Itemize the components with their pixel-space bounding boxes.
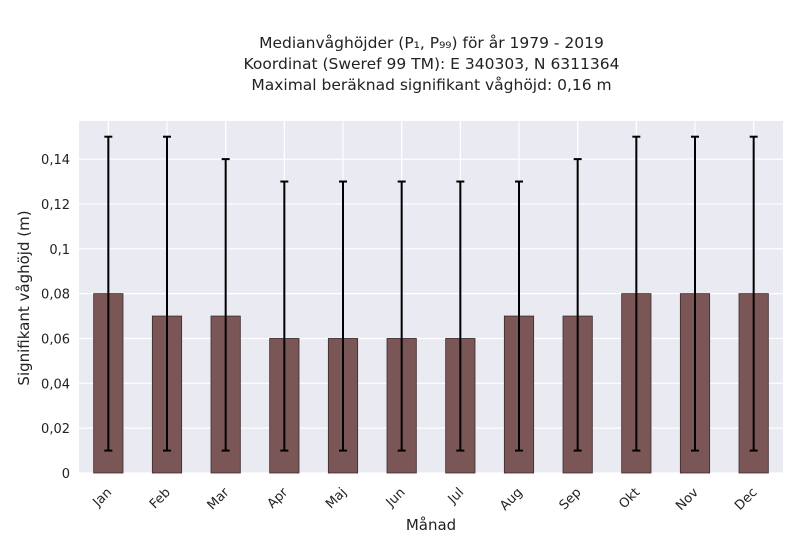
y-axis-ticks: 0 0,02 0,04 0,06 0,08 0,1 0,12 0,14 — [41, 153, 70, 482]
chart-title: Medianvåghöjder (P₁, P₉₉) för år 1979 - … — [80, 33, 783, 96]
x-tick-label: Aug — [497, 485, 526, 514]
x-tick-label: Jun — [383, 485, 409, 511]
x-tick-label: Feb — [147, 485, 174, 512]
y-tick-label: 0,14 — [41, 153, 70, 168]
y-tick-label: 0,02 — [41, 422, 70, 437]
y-tick-label: 0,12 — [41, 198, 70, 213]
y-tick-label: 0,06 — [41, 332, 70, 347]
error-bars — [104, 135, 758, 452]
x-tick-label: Sep — [557, 485, 585, 513]
plot-area — [79, 121, 783, 473]
x-tick-label: Apr — [265, 485, 292, 512]
y-axis-label: Signifikant våghöjd (m) — [15, 210, 33, 386]
x-axis-ticks: Jan Feb Mar Apr Maj Jun Jul Aug Sep Okt Nov Dec — [90, 485, 761, 514]
y-tick-label: 0,1 — [49, 243, 70, 258]
y-tick-label: 0,04 — [41, 377, 70, 392]
x-tick-label: Jul — [445, 485, 467, 507]
x-axis-label: Månad — [405, 516, 457, 534]
y-tick-label: 0 — [62, 467, 70, 482]
y-tick-label: 0,08 — [41, 288, 70, 303]
x-tick-label: Nov — [673, 485, 702, 514]
x-tick-label: Maj — [323, 485, 350, 512]
x-tick-label: Dec — [732, 485, 760, 513]
x-tick-label: Mar — [205, 485, 233, 513]
x-tick-label: Okt — [616, 485, 643, 512]
chart-title-line-1: Medianvåghöjder (P₁, P₉₉) för år 1979 - … — [259, 34, 604, 52]
chart-title-line-3: Maximal beräknad signifikant våghöjd: 0,… — [251, 76, 612, 94]
chart-title-line-2: Koordinat (Sweref 99 TM): E 340303, N 63… — [243, 55, 620, 73]
x-tick-label: Jan — [90, 485, 115, 510]
